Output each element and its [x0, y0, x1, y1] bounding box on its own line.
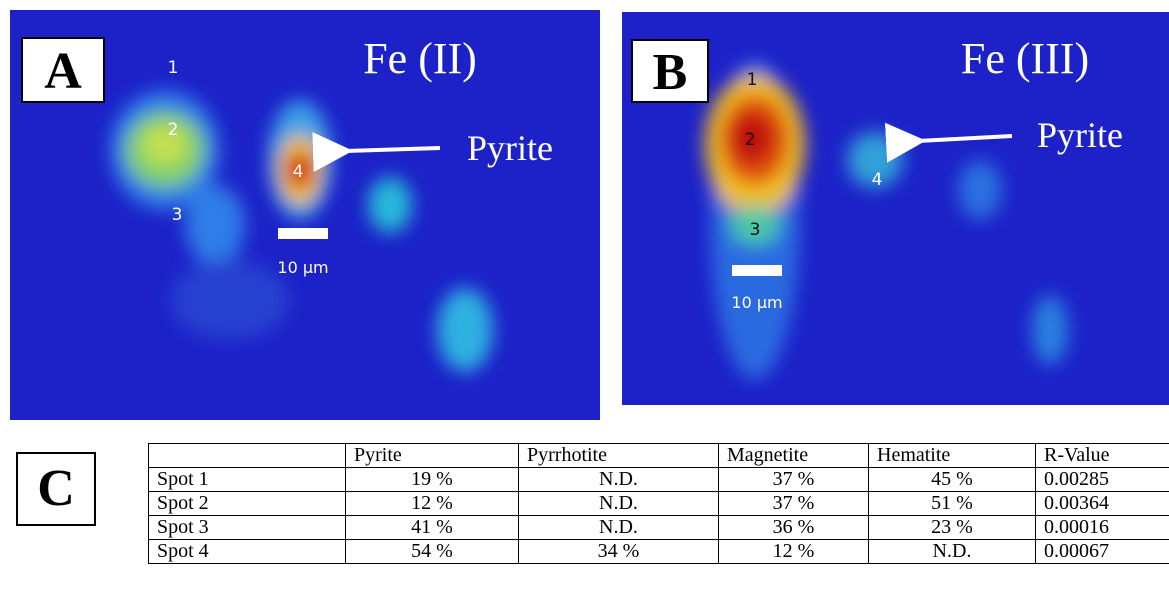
table-cell: Spot 2	[149, 492, 346, 516]
table-cell: R-Value	[1036, 444, 1169, 468]
table-cell: N.D.	[519, 516, 719, 540]
spot-label: 4	[293, 162, 304, 182]
arrow-label: Pyrite	[1037, 115, 1123, 155]
table-cell: 45 %	[869, 468, 1036, 492]
table-cell: 34 %	[519, 540, 719, 564]
table-cell: 41 %	[346, 516, 519, 540]
table-cell: N.D.	[869, 540, 1036, 564]
panel-label: C	[16, 452, 96, 526]
table-cell: 12 %	[719, 540, 869, 564]
scale-label: 10 μm	[731, 293, 782, 312]
table-cell: 54 %	[346, 540, 519, 564]
table-cell: Spot 4	[149, 540, 346, 564]
table-cell: 12 %	[346, 492, 519, 516]
scale-label: 10 μm	[277, 258, 328, 277]
table-cell: 36 %	[719, 516, 869, 540]
table-cell: Spot 3	[149, 516, 346, 540]
table-cell: 37 %	[719, 468, 869, 492]
spot-label: 1	[747, 70, 758, 90]
spot-label: 2	[745, 130, 756, 150]
panel-title: Fe (II)	[363, 34, 477, 83]
table-cell: 0.00364	[1036, 492, 1169, 516]
spot-label: 3	[172, 205, 183, 225]
spot-label: 3	[750, 220, 761, 240]
table-cell: Pyrrhotite	[519, 444, 719, 468]
table-cell: Magnetite	[719, 444, 869, 468]
table-cell: Spot 1	[149, 468, 346, 492]
table-cell: 19 %	[346, 468, 519, 492]
panel-title: Fe (III)	[961, 34, 1089, 83]
table-cell: Pyrite	[346, 444, 519, 468]
table-cell: 0.00285	[1036, 468, 1169, 492]
table-cell: 0.00067	[1036, 540, 1169, 564]
table-cell: 51 %	[869, 492, 1036, 516]
table-cell: 0.00016	[1036, 516, 1169, 540]
table-cell: N.D.	[519, 468, 719, 492]
spot-label: 1	[168, 58, 179, 78]
figure-images: A Fe (II) Pyrite 1 2 3 4 10 μm B Fe (III…	[0, 0, 1169, 440]
table-cell: N.D.	[519, 492, 719, 516]
table-cell: 37 %	[719, 492, 869, 516]
panel-label: B	[653, 44, 688, 101]
table-cell: Hematite	[869, 444, 1036, 468]
page: {"panels": [ {"label": "A", "title": "Fe…	[0, 0, 1169, 610]
arrow-label: Pyrite	[467, 128, 553, 168]
spot-label: 4	[872, 170, 883, 190]
panel-label: A	[44, 43, 82, 100]
spot-label: 2	[168, 120, 179, 140]
table-cell: 23 %	[869, 516, 1036, 540]
table-cell	[149, 444, 346, 468]
